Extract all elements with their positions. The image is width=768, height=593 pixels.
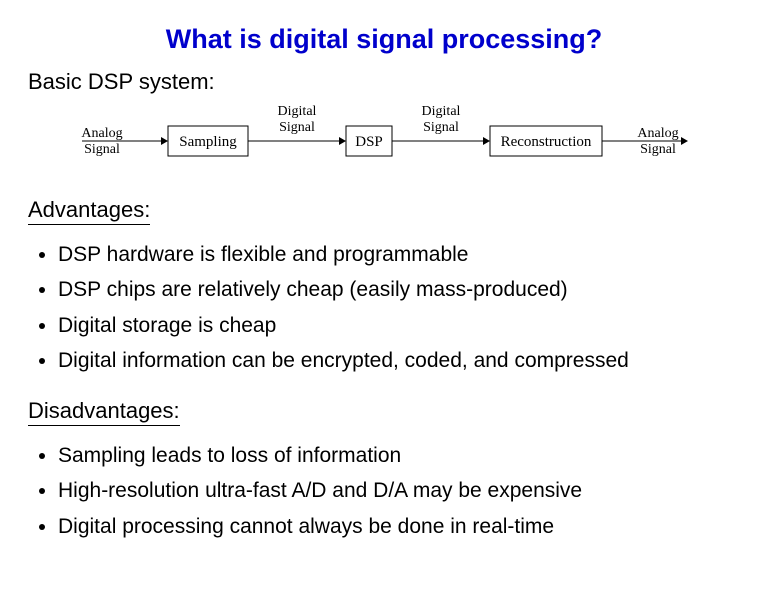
- list-item: DSP hardware is flexible and programmabl…: [58, 242, 740, 268]
- slide: What is digital signal processing? Basic…: [0, 0, 768, 540]
- label-digital-1b: Signal: [279, 120, 315, 135]
- list-item: DSP chips are relatively cheap (easily m…: [58, 277, 740, 303]
- dsp-flowchart: Analog Signal Sampling Digital Signal DS…: [68, 101, 708, 171]
- flow-arrow-2: [248, 137, 346, 145]
- label-digital-2b: Signal: [423, 120, 459, 135]
- list-item: Digital storage is cheap: [58, 313, 740, 339]
- label-analog-out-1: Analog: [637, 126, 678, 141]
- heading-disadvantages: Disadvantages:: [28, 398, 180, 426]
- advantages-list: DSP hardware is flexible and programmabl…: [28, 242, 740, 374]
- page-title: What is digital signal processing?: [28, 24, 740, 55]
- list-item: Sampling leads to loss of information: [58, 443, 740, 469]
- section-advantages: Advantages: DSP hardware is flexible and…: [28, 185, 740, 374]
- list-item: Digital information can be encrypted, co…: [58, 348, 740, 374]
- disadvantages-list: Sampling leads to loss of information Hi…: [28, 443, 740, 540]
- label-analog-out-2: Signal: [640, 142, 676, 157]
- label-analog-in-2: Signal: [84, 142, 120, 157]
- flow-arrow-3: [392, 137, 490, 145]
- heading-advantages: Advantages:: [28, 197, 150, 225]
- subtitle-basic-dsp: Basic DSP system:: [28, 69, 740, 95]
- section-disadvantages: Disadvantages: Sampling leads to loss of…: [28, 386, 740, 540]
- flowchart-svg: Analog Signal Sampling Digital Signal DS…: [68, 101, 708, 171]
- box-dsp-label: DSP: [355, 134, 383, 150]
- box-sampling-label: Sampling: [179, 134, 237, 150]
- list-item: Digital processing cannot always be done…: [58, 514, 740, 540]
- label-digital-2a: Digital: [422, 104, 461, 119]
- label-digital-1a: Digital: [278, 104, 317, 119]
- label-analog-in-1: Analog: [81, 126, 122, 141]
- box-reconstruction-label: Reconstruction: [501, 134, 592, 150]
- list-item: High-resolution ultra-fast A/D and D/A m…: [58, 478, 740, 504]
